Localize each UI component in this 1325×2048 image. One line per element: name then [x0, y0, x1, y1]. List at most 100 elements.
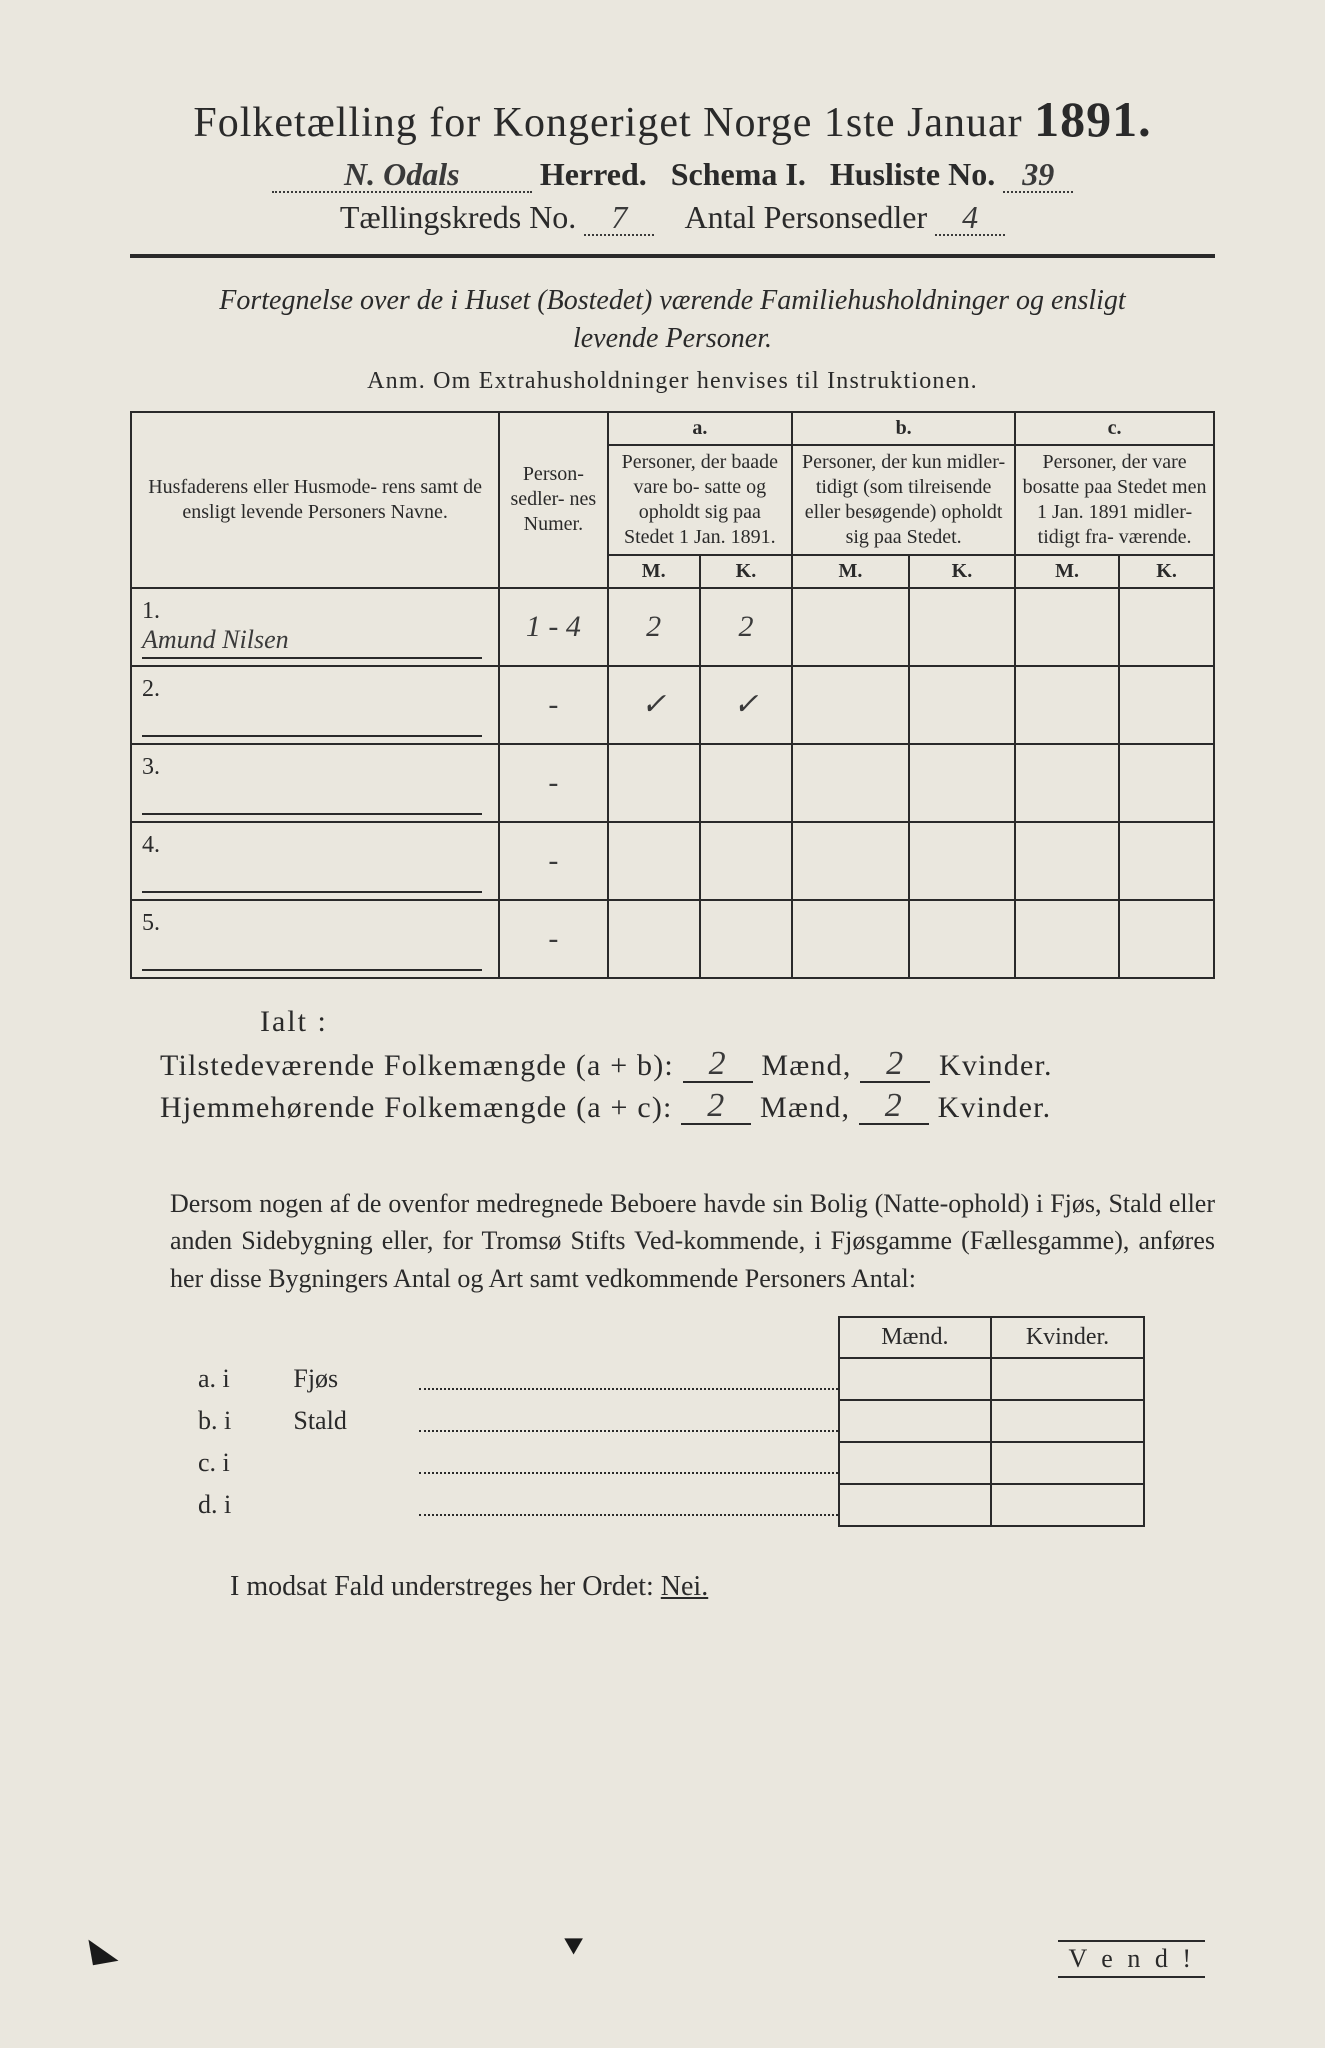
bolig-type — [285, 1442, 419, 1484]
herred-label: Herred. — [540, 156, 647, 192]
sum2-label: Hjemmehørende Folkemængde (a + c): — [160, 1091, 673, 1124]
bolig-type: Fjøs — [285, 1358, 419, 1400]
subheader-2: Tællingskreds No. 7 Antal Personsedler 4 — [130, 199, 1215, 236]
cell-c-k — [1119, 744, 1214, 822]
col-b-k: K. — [909, 555, 1015, 588]
sum1-kvinder: Kvinder. — [939, 1049, 1053, 1082]
cell-b-k — [909, 900, 1015, 978]
nei-word: Nei. — [661, 1571, 708, 1602]
person-name — [142, 859, 482, 893]
person-numer: 1 - 4 — [499, 588, 607, 666]
person-name — [142, 937, 482, 971]
cell-b-k — [909, 588, 1015, 666]
bolig-k-cell — [991, 1484, 1144, 1526]
row-number: 1. — [142, 598, 170, 625]
table-row: 1. Amund Nilsen1 - 422 — [131, 588, 1214, 666]
cell-b-m — [792, 744, 909, 822]
sum2-kvinder: Kvinder. — [938, 1091, 1052, 1124]
cell-c-m — [1015, 900, 1119, 978]
page-title: Folketælling for Kongeriget Norge 1ste J… — [130, 90, 1215, 148]
bolig-row: b. iStald — [190, 1400, 1144, 1442]
bolig-paragraph: Dersom nogen af de ovenfor medregnede Be… — [170, 1185, 1215, 1298]
bolig-key: c. i — [190, 1442, 285, 1484]
col-c-k: K. — [1119, 555, 1214, 588]
bolig-k-cell — [991, 1442, 1144, 1484]
sum-line-2: Hjemmehørende Folkemængde (a + c): 2 Mæn… — [160, 1091, 1215, 1125]
cell-b-k — [909, 744, 1015, 822]
cell-c-k — [1119, 900, 1214, 978]
table-row: 4. - — [131, 822, 1214, 900]
col-b-text: Personer, der kun midler- tidigt (som ti… — [792, 445, 1015, 555]
col-a-m: M. — [608, 555, 700, 588]
divider — [130, 254, 1215, 258]
fortegnelse-l1: Fortegnelse over de i Huset (Bostedet) v… — [219, 285, 1125, 316]
bolig-dotfill — [419, 1442, 839, 1484]
row-number: 4. — [142, 832, 170, 859]
bolig-m-cell — [839, 1442, 992, 1484]
table-row: 5. - — [131, 900, 1214, 978]
antal-val: 4 — [935, 202, 1005, 236]
bolig-table: Mænd. Kvinder. a. iFjøsb. iStaldc. id. i — [190, 1316, 1145, 1527]
bolig-dotfill — [419, 1358, 839, 1400]
fortegnelse-l2: levende Personer. — [573, 323, 772, 354]
col-c-text: Personer, der vare bosatte paa Stedet me… — [1015, 445, 1214, 555]
vend-label: V e n d ! — [1058, 1940, 1205, 1978]
caret-mark-icon: ⯆ — [560, 1930, 587, 1968]
sum2-maend: Mænd, — [760, 1091, 850, 1124]
cell-a-m — [608, 900, 700, 978]
cell-a-m — [608, 822, 700, 900]
kreds-no: 7 — [584, 202, 654, 236]
bolig-m-cell — [839, 1484, 992, 1526]
cell-a-k: ✓ — [700, 666, 792, 744]
person-numer: - — [499, 666, 607, 744]
kreds-label: Tællingskreds No. — [340, 199, 576, 235]
title-year: 1891. — [1034, 91, 1152, 147]
bolig-dotfill — [419, 1484, 839, 1526]
cell-b-k — [909, 822, 1015, 900]
antal-label: Antal Personsedler — [685, 199, 928, 235]
husliste-no: 39 — [1003, 159, 1073, 193]
col-a-abc: a. — [608, 412, 793, 445]
sum-line-1: Tilstedeværende Folkemængde (a + b): 2 M… — [160, 1049, 1215, 1083]
subheader-1: N. Odals Herred. Schema I. Husliste No. … — [130, 156, 1215, 193]
person-numer: - — [499, 822, 607, 900]
cell-c-m — [1015, 822, 1119, 900]
bolig-row: a. iFjøs — [190, 1358, 1144, 1400]
nei-line: I modsat Fald understreges her Ordet: Ne… — [230, 1571, 1215, 1603]
cell-a-k — [700, 822, 792, 900]
person-name — [142, 781, 482, 815]
bolig-k-cell — [991, 1400, 1144, 1442]
cell-c-m — [1015, 666, 1119, 744]
cell-a-k: 2 — [700, 588, 792, 666]
sum2-k: 2 — [859, 1091, 929, 1125]
row-number: 3. — [142, 754, 170, 781]
cell-c-k — [1119, 666, 1214, 744]
census-table: Husfaderens eller Husmode- rens samt de … — [130, 411, 1215, 979]
schema-label: Schema I. — [671, 156, 806, 192]
bolig-key: d. i — [190, 1484, 285, 1526]
col-a-text: Personer, der baade vare bo- satte og op… — [608, 445, 793, 555]
title-pre: Folketælling for Kongeriget Norge 1ste J… — [193, 100, 1022, 146]
cell-a-m: ✓ — [608, 666, 700, 744]
bolig-m-cell — [839, 1400, 992, 1442]
col-a-k: K. — [700, 555, 792, 588]
sum1-k: 2 — [860, 1049, 930, 1083]
bolig-hd-m: Mænd. — [839, 1317, 992, 1358]
bolig-key: a. i — [190, 1358, 285, 1400]
bolig-row: c. i — [190, 1442, 1144, 1484]
bolig-k-cell — [991, 1358, 1144, 1400]
sum2-m: 2 — [681, 1091, 751, 1125]
bolig-hd-k: Kvinder. — [991, 1317, 1144, 1358]
fortegnelse-heading: Fortegnelse over de i Huset (Bostedet) v… — [130, 282, 1215, 358]
cell-a-m — [608, 744, 700, 822]
bolig-type — [285, 1484, 419, 1526]
herred-value: N. Odals — [272, 159, 532, 193]
cell-b-m — [792, 588, 909, 666]
ialt-label: Ialt : — [260, 1005, 1215, 1039]
person-numer: - — [499, 900, 607, 978]
cell-c-m — [1015, 744, 1119, 822]
cell-b-m — [792, 822, 909, 900]
table-row: 2. -✓✓ — [131, 666, 1214, 744]
table-row: 3. - — [131, 744, 1214, 822]
person-name: Amund Nilsen — [142, 625, 482, 659]
